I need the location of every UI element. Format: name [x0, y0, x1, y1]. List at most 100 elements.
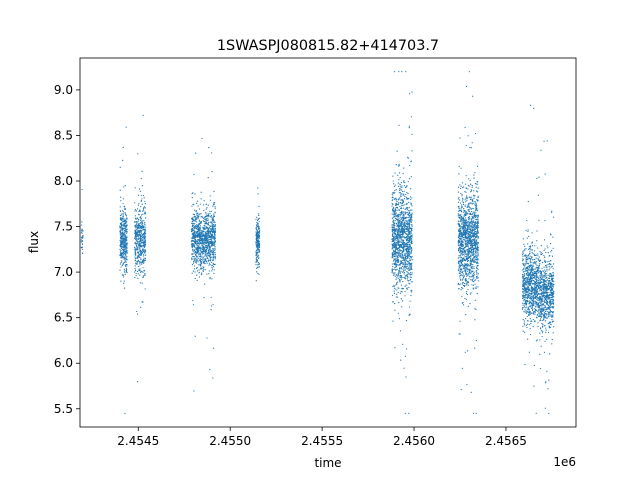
- data-point: [403, 367, 405, 369]
- data-point: [474, 347, 476, 349]
- data-point: [477, 187, 479, 189]
- data-point: [467, 284, 469, 286]
- data-point: [119, 229, 122, 231]
- data-point: [209, 248, 211, 250]
- data-point: [391, 263, 393, 265]
- data-point: [462, 240, 464, 242]
- data-point: [82, 234, 84, 236]
- data-point: [401, 231, 403, 233]
- data-point: [142, 253, 145, 256]
- data-point: [477, 218, 479, 220]
- data-point: [407, 233, 409, 235]
- data-point: [196, 240, 198, 242]
- data-point: [466, 228, 468, 230]
- data-point: [396, 237, 399, 239]
- data-point: [398, 318, 400, 320]
- data-point: [410, 196, 412, 198]
- data-point: [137, 381, 139, 383]
- data-point: [401, 186, 403, 188]
- data-point: [401, 244, 403, 246]
- data-point: [410, 290, 412, 292]
- data-point: [257, 272, 259, 274]
- data-point: [194, 220, 196, 222]
- data-point: [204, 269, 206, 271]
- data-point: [395, 217, 397, 219]
- data-point: [476, 273, 478, 275]
- data-point: [406, 245, 408, 247]
- data-point: [206, 247, 209, 249]
- data-point: [470, 235, 472, 237]
- data-point: [407, 260, 409, 262]
- data-point: [405, 376, 407, 378]
- data-point: [405, 213, 407, 215]
- data-point: [468, 202, 470, 205]
- data-point: [523, 306, 525, 308]
- data-point: [200, 243, 203, 245]
- data-point: [468, 178, 470, 180]
- data-point: [527, 200, 529, 203]
- data-point: [138, 210, 140, 213]
- data-point: [398, 251, 400, 253]
- data-point: [192, 232, 194, 234]
- data-point: [207, 235, 209, 237]
- data-point: [398, 243, 400, 245]
- data-point: [198, 219, 200, 221]
- data-point: [476, 233, 478, 235]
- data-point: [81, 188, 83, 191]
- data-point: [203, 258, 205, 260]
- data-point: [394, 247, 396, 249]
- data-point: [202, 235, 205, 237]
- data-point: [397, 249, 399, 251]
- data-point: [399, 292, 401, 294]
- data-point: [124, 257, 126, 259]
- data-point: [408, 262, 411, 264]
- data-point: [458, 256, 460, 258]
- data-point: [139, 219, 142, 221]
- data-point: [138, 261, 140, 263]
- data-point: [536, 339, 538, 341]
- data-point: [198, 249, 200, 251]
- data-point: [136, 235, 138, 237]
- data-point: [138, 230, 140, 232]
- data-point: [411, 255, 413, 258]
- data-point: [119, 226, 121, 228]
- data-point: [458, 209, 460, 212]
- data-point: [212, 205, 214, 207]
- data-point: [143, 269, 145, 272]
- data-point: [255, 246, 258, 248]
- data-point: [120, 226, 123, 228]
- data-point: [465, 217, 467, 219]
- data-point: [81, 248, 84, 250]
- data-point: [404, 277, 406, 280]
- data-point: [463, 282, 466, 285]
- data-point: [402, 212, 404, 215]
- data-point: [191, 246, 193, 248]
- data-point: [206, 215, 208, 217]
- data-point: [393, 219, 395, 221]
- data-point: [213, 241, 215, 243]
- data-point: [209, 199, 212, 201]
- data-point: [397, 182, 399, 184]
- data-point: [142, 208, 145, 210]
- data-point: [392, 222, 394, 224]
- data-point: [204, 221, 206, 223]
- data-point: [402, 271, 404, 273]
- data-point: [210, 305, 213, 307]
- data-point: [400, 195, 402, 197]
- data-point: [468, 268, 470, 270]
- data-point: [140, 230, 142, 232]
- data-point: [214, 240, 216, 242]
- data-point: [403, 221, 405, 224]
- data-point: [391, 199, 393, 201]
- data-point: [205, 251, 207, 254]
- data-point: [193, 390, 195, 392]
- data-point: [410, 252, 413, 254]
- data-point: [468, 256, 470, 258]
- data-point: [392, 216, 394, 219]
- data-point: [124, 240, 126, 242]
- data-point: [209, 278, 211, 280]
- data-point: [138, 256, 140, 258]
- data-point: [406, 211, 408, 214]
- data-point: [194, 244, 196, 246]
- data-point: [398, 124, 400, 126]
